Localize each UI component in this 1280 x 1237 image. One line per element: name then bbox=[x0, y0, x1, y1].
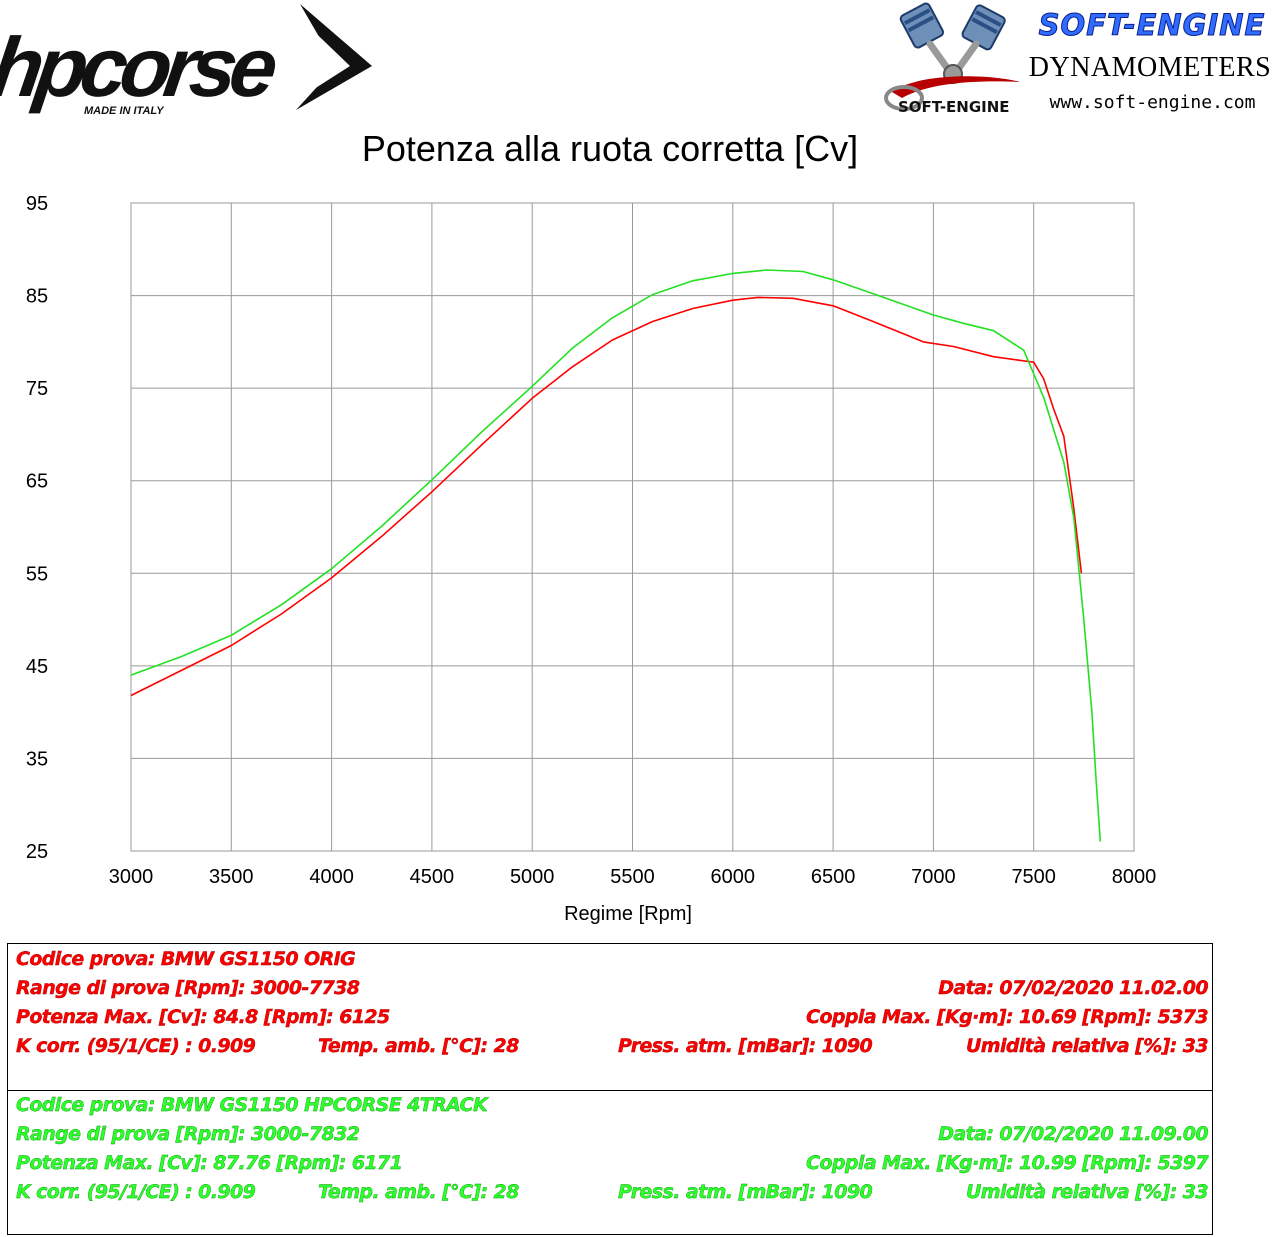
x-tick-label: 3500 bbox=[209, 866, 254, 888]
test-info-box: Codice prova: BMW GS1150 ORIG Range di p… bbox=[7, 943, 1213, 1235]
softengine-logo-art: SOFT-ENGINE bbox=[884, 2, 1020, 116]
test1-data: Data: 07/02/2020 11.02.00 bbox=[938, 977, 1209, 999]
test2-range: Range di prova [Rpm]: 3000-7832 bbox=[16, 1123, 360, 1145]
x-tick-label: 4000 bbox=[309, 866, 354, 888]
x-axis-label: Regime [Rpm] bbox=[564, 903, 692, 925]
x-tick-label: 5500 bbox=[610, 866, 655, 888]
test1-umid: Umidità relativa [%]: 33 bbox=[965, 1035, 1209, 1057]
x-axis-ticks: 3000 3500 4000 4500 5000 5500 6000 6500 7000 7500… bbox=[109, 866, 1157, 888]
y-tick-label: 45 bbox=[26, 656, 48, 678]
piston-right-icon bbox=[961, 4, 1006, 51]
y-tick-label: 25 bbox=[26, 841, 48, 863]
test1-codice: Codice prova: BMW GS1150 ORIG bbox=[16, 948, 356, 970]
series-line-2 bbox=[130, 269, 1102, 842]
chart-grid bbox=[130, 202, 1135, 852]
x-tick-label: 6500 bbox=[811, 866, 856, 888]
test1-kcorr: K corr. (95/1/CE) : 0.909 bbox=[16, 1035, 256, 1057]
test2-coppia: Coppia Max. [Kg·m]: 10.99 [Rpm]: 5397 bbox=[806, 1152, 1209, 1174]
x-tick-label: 3000 bbox=[109, 866, 154, 888]
test2-potenza: Potenza Max. [Cv]: 87.76 [Rpm]: 6171 bbox=[16, 1152, 403, 1174]
test1-potenza: Potenza Max. [Cv]: 84.8 [Rpm]: 6125 bbox=[16, 1006, 391, 1028]
softengine-brand: SOFT-ENGINE bbox=[1038, 8, 1266, 43]
y-tick-label: 75 bbox=[26, 378, 48, 400]
hpcorse-brand-text: hpcorse bbox=[0, 20, 282, 114]
test2-press: Press. atm. [mBar]: 1090 bbox=[618, 1181, 873, 1203]
x-tick-label: 4500 bbox=[410, 866, 455, 888]
y-tick-label: 95 bbox=[26, 193, 48, 215]
piston-left-icon bbox=[899, 2, 945, 49]
softengine-subtitle: DYNAMOMETERS bbox=[1028, 52, 1272, 83]
y-tick-label: 85 bbox=[26, 286, 48, 308]
hpcorse-chevron-inner-icon bbox=[300, 18, 350, 98]
x-tick-label: 7000 bbox=[911, 866, 956, 888]
softengine-url: www.soft-engine.com bbox=[1049, 92, 1256, 113]
swoosh-icon bbox=[892, 76, 1020, 98]
y-tick-label: 35 bbox=[26, 748, 48, 770]
y-tick-label: 65 bbox=[26, 471, 48, 493]
test1-temp: Temp. amb. [°C]: 28 bbox=[318, 1035, 520, 1057]
x-tick-label: 6000 bbox=[711, 866, 756, 888]
y-tick-label: 55 bbox=[26, 563, 48, 585]
test1-range: Range di prova [Rpm]: 3000-7738 bbox=[16, 977, 360, 999]
test1-coppia: Coppia Max. [Kg·m]: 10.69 [Rpm]: 5373 bbox=[806, 1006, 1209, 1028]
hpcorse-logo: hpcorse MADE IN ITALY bbox=[0, 4, 372, 117]
test1-press: Press. atm. [mBar]: 1090 bbox=[618, 1035, 873, 1057]
softengine-mark-text: SOFT-ENGINE bbox=[898, 98, 1010, 116]
series-line-1 bbox=[130, 296, 1083, 697]
hpcorse-tagline: MADE IN ITALY bbox=[84, 105, 165, 117]
x-tick-label: 8000 bbox=[1112, 866, 1157, 888]
x-tick-label: 7500 bbox=[1011, 866, 1056, 888]
test2-temp: Temp. amb. [°C]: 28 bbox=[318, 1181, 520, 1203]
test2-data: Data: 07/02/2020 11.09.00 bbox=[938, 1123, 1209, 1145]
chart-series bbox=[130, 269, 1102, 842]
test2-kcorr: K corr. (95/1/CE) : 0.909 bbox=[16, 1181, 256, 1203]
info-divider bbox=[8, 1090, 1212, 1091]
swoosh-ring-icon bbox=[884, 85, 924, 111]
test2-umid: Umidità relativa [%]: 33 bbox=[965, 1181, 1209, 1203]
chart-title: Potenza alla ruota corretta [Cv] bbox=[361, 128, 859, 169]
x-tick-label: 5000 bbox=[510, 866, 555, 888]
test2-codice: Codice prova: BMW GS1150 HPCORSE 4TRACK bbox=[16, 1094, 488, 1116]
power-chart: 95 85 75 65 55 45 35 25 3000 3500 4000 4500 5000 550… bbox=[26, 193, 1157, 925]
y-axis-ticks: 95 85 75 65 55 45 35 25 bbox=[26, 193, 48, 863]
